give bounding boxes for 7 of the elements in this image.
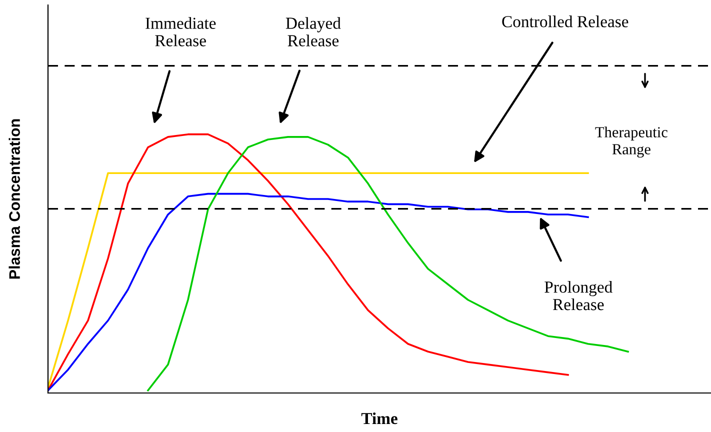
text: Delayed Release <box>286 17 341 46</box>
annotation: Prolonged Release <box>544 281 612 310</box>
x-axis-title: Time <box>361 412 398 424</box>
text: Immediate Release <box>146 17 216 46</box>
y-axis-title: Plasma Concentration <box>8 119 20 279</box>
annotation: Therapeutic Range <box>595 126 668 158</box>
text: Controlled Release <box>502 16 628 28</box>
